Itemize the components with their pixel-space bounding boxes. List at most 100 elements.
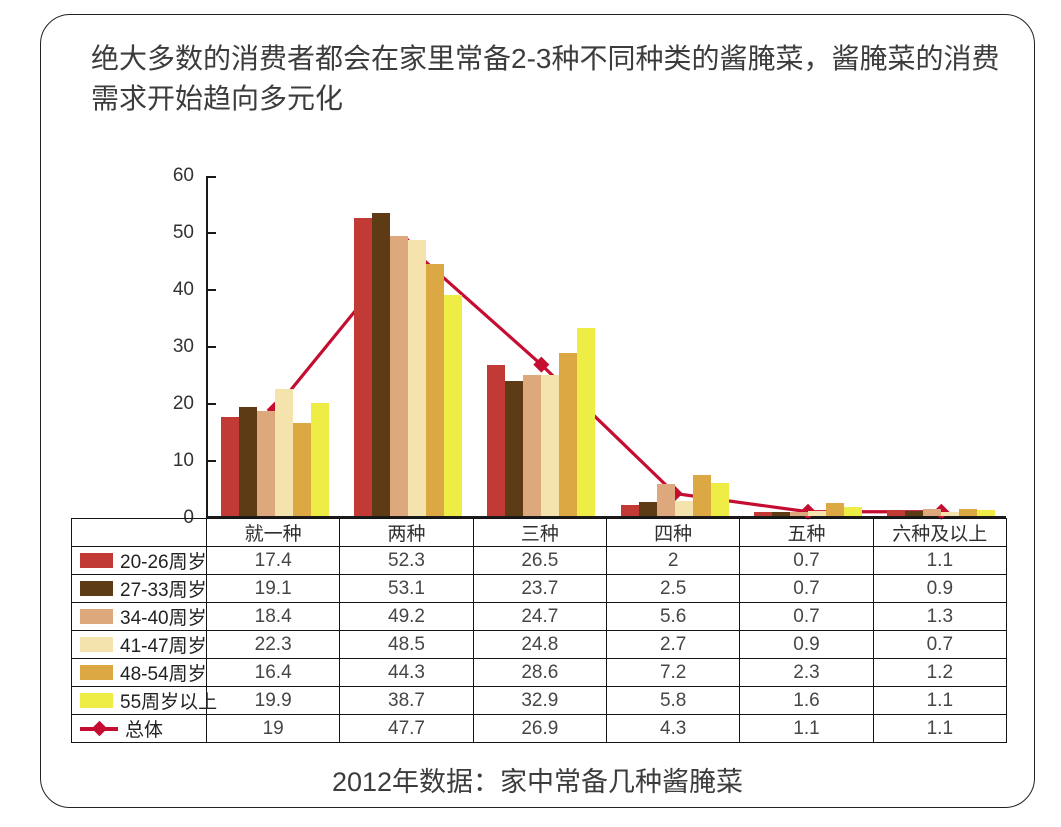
value-cell: 0.7: [739, 602, 874, 631]
bar-group-4: [608, 176, 741, 516]
y-axis-tick-label: 30: [172, 336, 194, 357]
y-axis-tick-label: 10: [172, 450, 194, 471]
bar: [656, 484, 675, 516]
bar-group-5: [741, 176, 874, 516]
legend-swatch-icon: [80, 693, 113, 708]
value-cell: 5.6: [605, 602, 741, 631]
legend-cell: 总体: [71, 714, 207, 743]
value-cell: 19.1: [205, 574, 341, 603]
bar: [292, 422, 311, 516]
legend-entry: 55周岁以上: [72, 687, 217, 714]
bar: [710, 482, 729, 516]
bar: [959, 509, 978, 516]
legend-entry: 34-40周岁: [72, 603, 207, 630]
legend-entry: 27-33周岁: [72, 575, 207, 602]
table-row: 34-40周岁 18.4 49.2 24.7 5.6 0.7 1.3: [71, 602, 1007, 631]
legend-entry: 20-26周岁: [72, 547, 207, 574]
bar: [389, 235, 408, 516]
value-cell: 48.5: [339, 630, 474, 659]
slide-title: 绝大多数的消费者都会在家里常备2-3种不同种类的酱腌菜，酱腌菜的消费需求开始趋向…: [91, 43, 1000, 115]
y-axis-tick-mark: [208, 460, 216, 462]
value-cell: 2: [605, 546, 741, 575]
bar: [825, 502, 844, 516]
bar: [505, 380, 524, 516]
bar: [807, 510, 826, 516]
bar: [843, 506, 862, 516]
bar: [692, 474, 711, 516]
value-cell: 18.4: [205, 602, 341, 631]
legend-swatch-icon: [80, 637, 113, 652]
category-header: 五种: [739, 518, 874, 547]
table-corner-cell: [71, 518, 207, 547]
legend-cell: 55周岁以上: [71, 686, 217, 715]
bar: [887, 509, 906, 516]
chart-caption: 2012年数据：家中常备几种酱腌菜: [331, 767, 744, 797]
series-label: 20-26周岁: [120, 552, 207, 573]
bar: [577, 328, 596, 516]
bar: [941, 512, 960, 516]
data-table: 就一种 两种 三种 四种 五种 六种及以上 20-26周岁 17.4 52.3 26.5 2 0.7 1…: [71, 518, 1007, 743]
value-cell: 28.6: [472, 658, 607, 687]
value-cell: 0.9: [739, 630, 874, 659]
bar: [789, 512, 808, 516]
bar: [771, 512, 790, 516]
bar: [638, 501, 657, 516]
series-label: 41-47周岁: [120, 636, 207, 657]
bar-group-3: [475, 176, 608, 516]
value-cell: 19.9: [205, 686, 341, 715]
series-label: 55周岁以上: [120, 692, 218, 713]
y-axis-tick-mark: [208, 403, 216, 405]
y-axis-tick-label: 50: [172, 222, 194, 243]
bar: [905, 510, 924, 516]
category-header: 六种及以上: [872, 518, 1007, 547]
y-axis-tick-label: 0: [183, 507, 194, 528]
legend-line-marker-icon: [80, 720, 118, 737]
value-cell: 2.7: [605, 630, 741, 659]
bar: [523, 375, 542, 516]
legend-cell: 27-33周岁: [71, 574, 207, 603]
value-cell: 32.9: [472, 686, 607, 715]
value-cell: 1.2: [872, 658, 1007, 687]
bar: [310, 402, 329, 516]
value-cell: 47.7: [339, 714, 474, 743]
bar: [238, 407, 257, 516]
value-cell: 5.8: [605, 686, 741, 715]
value-cell: 4.3: [605, 714, 741, 743]
value-cell: 0.9: [872, 574, 1007, 603]
legend-cell: 20-26周岁: [71, 546, 207, 575]
bar: [674, 500, 693, 516]
value-cell: 49.2: [339, 602, 474, 631]
legend-cell: 34-40周岁: [71, 602, 207, 631]
value-cell: 24.8: [472, 630, 607, 659]
category-header: 两种: [339, 518, 474, 547]
bar: [487, 364, 506, 516]
legend-swatch-icon: [80, 581, 113, 596]
y-axis-labels: 0 10 20 30 40 50 60: [136, 165, 194, 528]
legend-swatch-icon: [80, 665, 113, 680]
bar: [620, 504, 639, 516]
legend-cell: 48-54周岁: [71, 658, 207, 687]
bar: [559, 352, 578, 516]
bar: [977, 509, 996, 516]
y-axis-tick-mark: [208, 176, 216, 178]
value-cell: 7.2: [605, 658, 741, 687]
table-row: 总体 19 47.7 26.9 4.3 1.1 1.1: [71, 714, 1007, 743]
plot-area: [206, 176, 1008, 520]
value-cell: 26.9: [472, 714, 607, 743]
value-cell: 1.1: [872, 686, 1007, 715]
category-header: 四种: [605, 518, 741, 547]
bar-group-6: [875, 176, 1008, 516]
table-header-row: 就一种 两种 三种 四种 五种 六种及以上: [71, 518, 1007, 547]
bar-group-1: [208, 176, 341, 516]
y-axis-tick-label: 40: [172, 279, 194, 300]
value-cell: 1.1: [872, 714, 1007, 743]
value-cell: 22.3: [205, 630, 341, 659]
value-cell: 17.4: [205, 546, 341, 575]
table-row: 41-47周岁 22.3 48.5 24.8 2.7 0.9 0.7: [71, 630, 1007, 659]
table-row: 20-26周岁 17.4 52.3 26.5 2 0.7 1.1: [71, 546, 1007, 575]
legend-entry: 48-54周岁: [72, 659, 207, 686]
diamond-marker: [533, 356, 550, 373]
table-row: 48-54周岁 16.4 44.3 28.6 7.2 2.3 1.2: [71, 658, 1007, 687]
value-cell: 26.5: [472, 546, 607, 575]
value-cell: 19: [205, 714, 341, 743]
